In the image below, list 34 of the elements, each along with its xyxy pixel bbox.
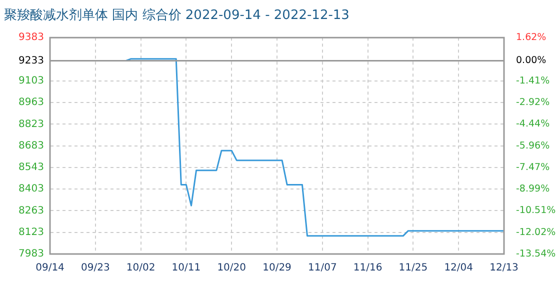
y-tick-label: 8823 bbox=[18, 118, 44, 130]
y-tick-label: 9103 bbox=[18, 75, 44, 86]
y-tick-label: 8683 bbox=[18, 140, 44, 152]
y2-tick-label: -10.51% bbox=[516, 205, 556, 216]
y2-tick-label: -5.96% bbox=[516, 140, 550, 152]
x-tick-label: 12/13 bbox=[490, 262, 518, 274]
x-tick-label: 11/25 bbox=[398, 262, 428, 274]
y-tick-label: 8543 bbox=[18, 162, 44, 174]
y-tick-label: 8963 bbox=[18, 97, 44, 108]
y-tick-label: 9383 bbox=[18, 32, 44, 44]
chart-title: 聚羧酸减水剂单体 国内 综合价 2022-09-14 - 2022-12-13 bbox=[4, 7, 350, 24]
y2-tick-label: 0.00% bbox=[516, 55, 546, 66]
y2-tick-label: -4.44% bbox=[516, 118, 550, 130]
y2-tick-label: -12.02% bbox=[516, 226, 556, 238]
x-tick-label: 11/16 bbox=[353, 262, 382, 274]
y-tick-label: 8403 bbox=[18, 184, 44, 195]
x-tick-label: 09/14 bbox=[36, 262, 64, 274]
x-tick-label: 10/20 bbox=[217, 262, 246, 274]
x-tick-label: 10/02 bbox=[126, 262, 156, 274]
y-tick-label: 7983 bbox=[18, 248, 44, 260]
y2-tick-label: -1.41% bbox=[516, 75, 550, 86]
x-tick-label: 09/23 bbox=[80, 262, 110, 274]
y2-tick-label: -13.54% bbox=[516, 248, 556, 260]
y2-tick-label: 1.62% bbox=[516, 32, 546, 44]
y2-tick-label: -8.99% bbox=[516, 184, 550, 195]
x-tick-label: 12/04 bbox=[444, 262, 474, 274]
y-tick-label: 8123 bbox=[18, 226, 44, 238]
y-tick-label: 9233 bbox=[18, 55, 44, 66]
x-tick-label: 10/11 bbox=[172, 262, 201, 274]
x-tick-label: 11/07 bbox=[308, 262, 337, 274]
y2-tick-label: -2.92% bbox=[516, 96, 550, 108]
y2-tick-label: -7.47% bbox=[516, 162, 550, 173]
x-tick-label: 10/29 bbox=[262, 262, 292, 274]
y-tick-label: 8263 bbox=[18, 205, 44, 216]
